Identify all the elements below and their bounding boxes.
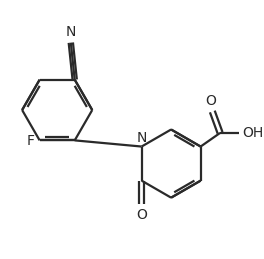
Text: O: O — [205, 94, 216, 108]
Text: N: N — [66, 25, 76, 39]
Text: N: N — [136, 131, 147, 145]
Text: F: F — [27, 134, 35, 148]
Text: O: O — [136, 208, 147, 222]
Text: OH: OH — [243, 126, 264, 140]
